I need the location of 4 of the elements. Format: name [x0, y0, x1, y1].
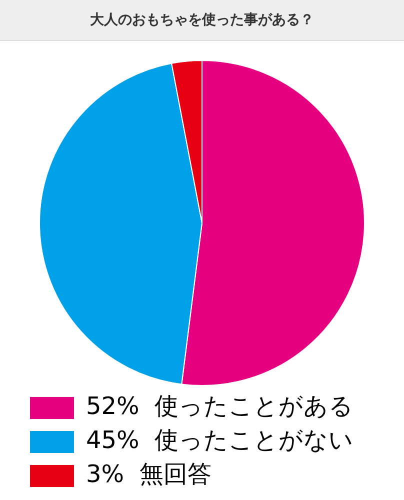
legend-label: 45% 使ったことがない — [86, 426, 354, 454]
legend-label: 52% 使ったことがある — [86, 392, 354, 420]
legend-label: 3% 無回答 — [86, 460, 212, 488]
chart-title: 大人のおもちゃを使った事がある？ — [0, 0, 404, 41]
